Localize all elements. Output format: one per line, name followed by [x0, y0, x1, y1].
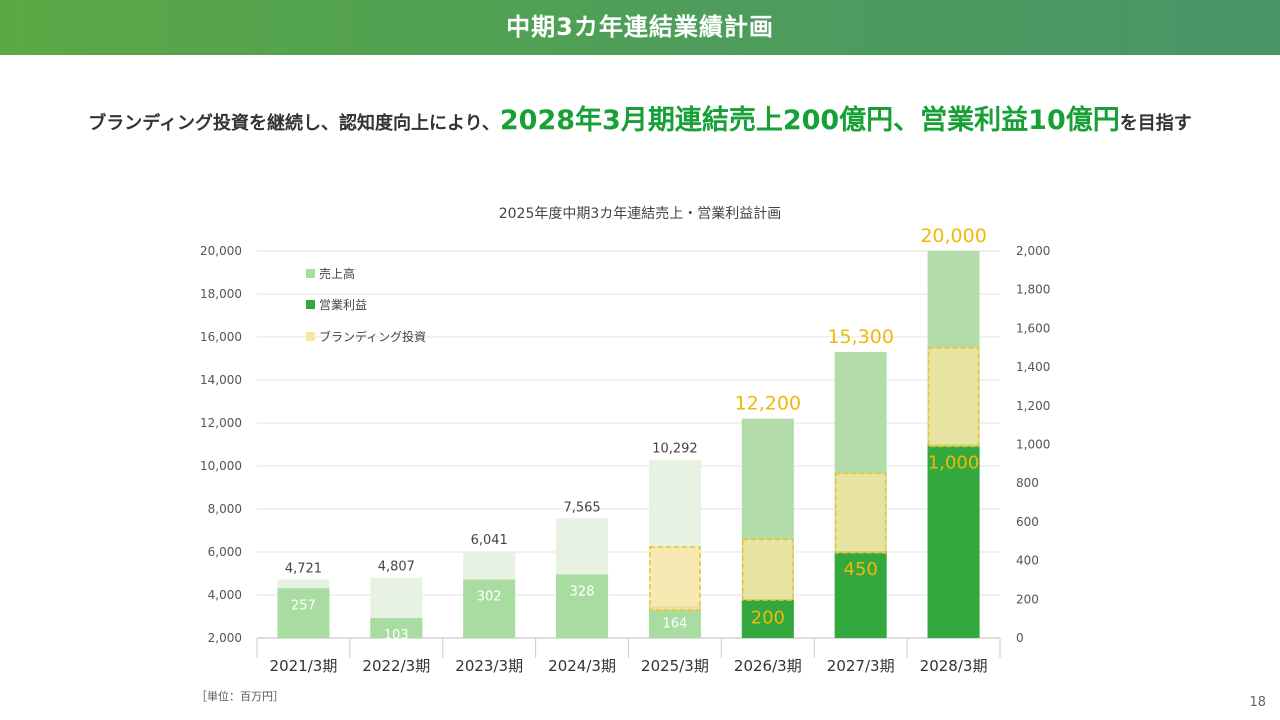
branding-investment-box	[742, 538, 794, 601]
header-bar: 中期3カ年連結業績計画	[0, 0, 1280, 55]
category-label: 2024/3期	[548, 657, 616, 675]
category-label: 2021/3期	[270, 657, 338, 675]
operating-profit-bar	[741, 599, 794, 638]
operating-profit-value-label: 200	[751, 607, 785, 628]
category-label: 2028/3期	[920, 657, 988, 675]
operating-profit-value-label: 328	[570, 585, 595, 600]
legend-label: 営業利益	[319, 298, 367, 312]
operating-profit-value-label: 1,000	[928, 453, 980, 474]
sales-value-label: 15,300	[827, 326, 893, 348]
legend-swatch	[306, 269, 315, 278]
sales-value-label: 6,041	[471, 533, 508, 548]
operating-profit-value-label: 450	[844, 559, 878, 580]
right-axis-tick-label: 1,200	[1016, 399, 1050, 413]
sales-value-label: 20,000	[920, 225, 986, 247]
headline-prefix: ブランディング投資を継続し、認知度向上により、	[88, 113, 500, 134]
right-axis-tick-label: 2,000	[1016, 244, 1050, 258]
right-axis-tick-label: 400	[1016, 554, 1039, 568]
right-axis-tick-label: 0	[1016, 631, 1024, 645]
left-axis-tick-label: 12,000	[200, 416, 242, 430]
sales-value-label: 12,200	[735, 393, 801, 415]
right-axis-tick-label: 600	[1016, 515, 1039, 529]
operating-profit-value-label: 103	[384, 628, 409, 643]
sales-value-label: 10,292	[652, 442, 698, 457]
category-label: 2022/3期	[362, 657, 430, 675]
operating-profit-bar	[648, 606, 701, 638]
right-axis-tick-label: 1,600	[1016, 321, 1050, 335]
right-axis-tick-label: 800	[1016, 476, 1039, 490]
category-label: 2026/3期	[734, 657, 802, 675]
branding-investment-box	[834, 472, 887, 554]
operating-profit-bar	[927, 444, 980, 638]
legend-label: ブランディング投資	[319, 329, 426, 344]
right-axis-tick-label: 1,400	[1016, 360, 1050, 374]
legend-swatch	[306, 332, 315, 341]
left-axis-tick-label: 10,000	[200, 459, 242, 473]
branding-investment-box	[927, 347, 980, 448]
operating-profit-value-label: 164	[663, 616, 688, 631]
legend-swatch	[306, 300, 315, 309]
unit-note: ［単位：百万円］	[196, 690, 284, 703]
category-label: 2023/3期	[455, 657, 523, 675]
left-axis-tick-label: 18,000	[200, 287, 242, 301]
category-label: 2025/3期	[641, 657, 709, 675]
left-axis-tick-label: 2,000	[208, 631, 242, 645]
operating-profit-bar	[463, 579, 516, 638]
operating-profit-value-label: 302	[477, 590, 502, 605]
left-axis-tick-label: 20,000	[200, 244, 242, 258]
headline-emphasis: 2028年3月期連結売上200億円、営業利益10億円	[499, 105, 1120, 136]
operating-profit-bar	[370, 618, 423, 638]
headline-suffix: を目指す	[1119, 113, 1192, 134]
chart-title: 2025年度中期3カ年連結売上・営業利益計画	[499, 206, 782, 222]
right-axis-tick-label: 200	[1016, 592, 1039, 606]
legend-label: 売上高	[319, 266, 355, 281]
page-title: 中期3カ年連結業績計画	[506, 13, 774, 41]
branding-investment-box	[649, 546, 701, 611]
right-axis-tick-label: 1,800	[1016, 283, 1050, 297]
right-axis-tick-label: 1,000	[1016, 438, 1050, 452]
left-axis-tick-label: 6,000	[208, 545, 242, 559]
category-label: 2027/3期	[827, 657, 895, 675]
left-axis-tick-label: 14,000	[200, 373, 242, 387]
left-axis-tick-label: 4,000	[208, 588, 242, 602]
sales-value-label: 4,807	[378, 560, 415, 575]
left-axis-tick-label: 16,000	[200, 330, 242, 344]
operating-profit-value-label: 257	[291, 598, 316, 613]
headline: ブランディング投資を継続し、認知度向上により、2028年3月期連結売上200億円…	[0, 98, 1280, 158]
sales-value-label: 7,565	[563, 500, 600, 515]
sales-value-label: 4,721	[285, 561, 322, 576]
left-axis-tick-label: 8,000	[208, 502, 242, 516]
operating-profit-bar	[556, 574, 609, 638]
operating-profit-bar	[834, 550, 887, 638]
page-number: 18	[1249, 695, 1266, 710]
operating-profit-bar	[277, 588, 330, 638]
